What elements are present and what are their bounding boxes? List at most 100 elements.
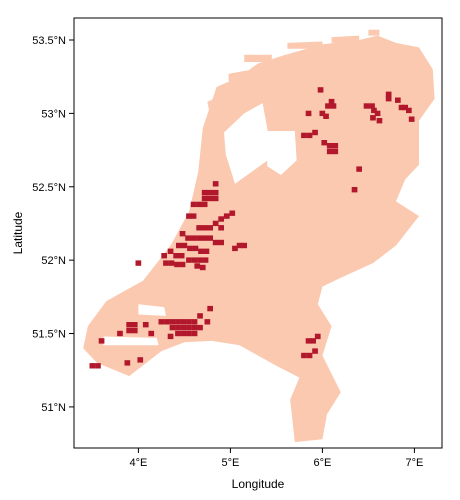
urban-cell	[197, 324, 203, 331]
urban-cell	[175, 324, 181, 331]
urban-cell	[306, 352, 313, 359]
urban-cell	[194, 263, 201, 269]
urban-cell	[186, 319, 192, 325]
urban-cell	[212, 181, 219, 187]
urban-cell	[330, 103, 337, 109]
urban-cell	[131, 327, 138, 334]
urban-cell	[310, 338, 316, 344]
urban-cell	[332, 143, 339, 149]
urban-cell	[158, 319, 165, 325]
island-5	[368, 29, 380, 36]
urban-cell	[179, 261, 186, 268]
urban-cell	[212, 239, 219, 246]
urban-cell	[126, 327, 132, 334]
urban-cell	[180, 319, 187, 325]
urban-cell	[385, 96, 392, 102]
urban-cell	[190, 213, 197, 219]
urban-cell	[180, 324, 187, 331]
urban-cell	[326, 148, 333, 155]
urban-cell	[323, 113, 329, 119]
urban-cell	[191, 319, 198, 325]
urban-cell	[204, 319, 211, 325]
urban-cell	[186, 330, 192, 337]
urban-cell	[117, 330, 123, 337]
y-tick-label: 53.5°N	[32, 35, 66, 47]
x-tick-label: 5°E	[221, 457, 239, 469]
island-3	[287, 41, 323, 49]
urban-cell	[406, 107, 412, 114]
urban-cell	[374, 110, 381, 117]
y-axis: 51°N 51.5°N 52°N 52.5°N 53°N 53.5°N	[32, 35, 74, 414]
urban-cell	[89, 363, 96, 369]
urban-cell	[163, 260, 169, 266]
y-tick-label: 51.5°N	[32, 329, 66, 341]
urban-cell	[190, 201, 197, 208]
urban-cell	[314, 333, 321, 340]
urban-cell	[305, 338, 312, 344]
urban-cell	[169, 324, 176, 331]
urban-cell	[201, 189, 208, 196]
urban-cell	[207, 305, 213, 312]
urban-cell	[218, 216, 224, 222]
urban-cell	[301, 352, 307, 359]
urban-cell	[191, 324, 198, 331]
urban-cell	[187, 245, 193, 252]
land-layer	[83, 29, 435, 443]
x-tick-label: 4°E	[129, 457, 147, 469]
urban-cell	[306, 132, 313, 139]
urban-cell	[212, 195, 219, 202]
x-tick-label: 7°E	[405, 457, 423, 469]
urban-cell	[148, 330, 155, 337]
urban-cell	[178, 253, 185, 259]
urban-cell	[229, 210, 236, 216]
y-axis-title: Latitude	[11, 211, 25, 254]
urban-layer	[89, 87, 415, 369]
urban-cell	[232, 245, 238, 252]
urban-cell	[236, 242, 243, 249]
urban-cell	[197, 257, 203, 263]
urban-cell	[175, 330, 181, 337]
urban-cell	[212, 189, 219, 196]
urban-cell	[173, 253, 179, 259]
urban-cell	[207, 225, 213, 231]
urban-cell	[371, 107, 377, 114]
urban-cell	[328, 98, 335, 105]
urban-cell	[203, 248, 210, 254]
urban-cell	[218, 225, 224, 231]
urban-cell	[186, 324, 192, 331]
urban-cell	[319, 110, 326, 117]
island-0	[207, 95, 223, 117]
urban-cell	[207, 195, 213, 202]
urban-cell	[398, 104, 405, 111]
plot-frame	[73, 17, 443, 449]
urban-cell	[207, 235, 213, 241]
urban-cell	[196, 225, 202, 231]
urban-cell	[301, 132, 307, 139]
urban-cell	[181, 242, 188, 249]
urban-cell	[175, 319, 181, 325]
urban-cell	[321, 140, 328, 146]
urban-cell	[196, 201, 202, 208]
urban-cell	[191, 330, 198, 337]
urban-cell	[197, 313, 203, 319]
water-body-3	[103, 336, 159, 346]
x-tick-label: 6°E	[313, 457, 331, 469]
water-body-2	[138, 304, 166, 316]
urban-cell	[370, 115, 376, 121]
urban-cell	[201, 195, 208, 202]
urban-cell	[395, 97, 401, 103]
urban-cell	[218, 239, 224, 246]
land-region-0	[83, 35, 435, 443]
water-body-1	[267, 131, 297, 175]
urban-cell	[305, 110, 312, 117]
urban-cell	[142, 322, 149, 328]
urban-cell	[356, 166, 362, 172]
urban-cell	[201, 235, 208, 241]
urban-cell	[95, 363, 101, 369]
urban-cell	[192, 245, 199, 252]
urban-cell	[207, 189, 213, 196]
urban-cell	[402, 104, 408, 111]
land-region-1	[239, 169, 309, 217]
urban-cell	[363, 103, 370, 109]
